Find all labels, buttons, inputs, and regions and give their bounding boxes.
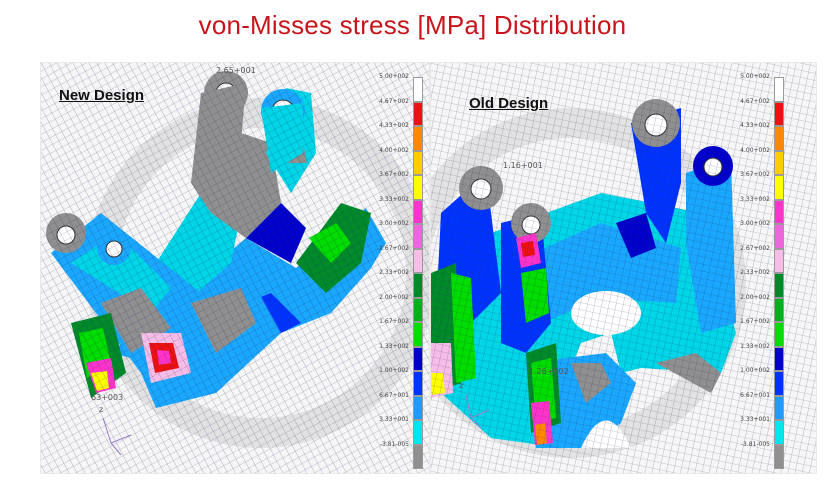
legend-swatch [413,395,423,420]
legend-swatch [774,371,784,396]
legend-swatch [413,126,423,151]
legend-swatch [413,101,423,126]
legend-swatch [774,444,784,469]
legend-tick-label: 1.00+002 [740,367,770,374]
legend-tick-label: 4.00+002 [740,146,770,154]
legend-tick-label: 2.33+002 [379,269,409,276]
legend-swatch [413,199,423,224]
legend-swatch [413,420,423,445]
node-label-bottom: 63+003 [91,393,124,402]
legend-tick-label: 2.67+002 [740,244,770,252]
legend-swatch [774,175,784,200]
old-design-label: Old Design [469,95,549,112]
legend-tick-label: 2.00+002 [379,293,409,301]
legend-tick-label: 2.33+002 [740,269,770,276]
legend-tick-label: 2.67+002 [379,244,409,252]
chart-title: von-Misses stress [MPa] Distribution [198,10,627,40]
legend-swatch [413,175,423,200]
legend-tick-label: 5.00+002 [740,73,770,80]
legend-swatch [774,77,784,102]
new-design-panel: New Design 2.65+001 63+003 z 5.00+002 4.6… [40,62,430,474]
legend-tick-label: 6.67+001 [379,391,409,399]
legend-tick-label: -3.81-005 [740,440,770,448]
legend-tick-label: 3.00+002 [379,220,409,227]
legend-swatch [413,77,423,102]
legend-tick-label: 4.00+002 [379,146,409,154]
legend-swatch [774,273,784,298]
node-label-top: 2.65+001 [216,66,256,75]
legend-tick-label: 5.00+002 [379,73,409,80]
legend-tick-label: 3.00+002 [740,220,770,227]
legend-swatch [413,150,423,175]
legend-tick-label: 1.33+002 [379,342,409,350]
legend-tick-label: 1.00+002 [379,367,409,374]
legend-tick-label: 3.67+002 [379,171,409,178]
legend-tick-label: 4.67+002 [379,97,409,105]
legend-tick-label: 4.33+002 [740,122,770,129]
legend-swatch [774,150,784,175]
legend-swatch [774,126,784,151]
legend-tick-label: 3.33+002 [740,195,770,203]
legend-swatch [413,224,423,249]
legend-swatch [413,322,423,347]
legend-swatch [774,199,784,224]
legend-swatch [774,248,784,273]
legend-tick-label: 4.67+002 [740,97,770,105]
legend-swatch [413,346,423,371]
old-design-panel: Old Design 1.16+001 1.26+002 z 5.00+002 4… [430,62,817,474]
legend-swatch [413,297,423,322]
legend-swatch [774,322,784,347]
legend-tick-label: -3.81-005 [379,440,409,448]
coordinate-triad-icon [102,417,132,456]
coordinate-triad-icon [465,394,490,429]
legend-swatch [774,297,784,322]
new-design-label: New Design [59,87,145,104]
legend-tick-label: 1.67+002 [740,318,770,325]
legend-swatch [774,101,784,126]
legend-swatch [413,273,423,298]
axis-z-label: z [459,381,464,390]
legend-swatch [774,346,784,371]
old-design-fea-mesh [431,63,816,473]
legend-tick-label: 3.33+002 [379,195,409,203]
node-label-top: 1.16+001 [503,161,543,170]
new-design-fea-mesh [41,63,429,473]
legend-swatch [774,395,784,420]
legend-tick-label: 3.33+001 [740,416,770,423]
legend-swatch [413,248,423,273]
legend-tick-label: 1.67+002 [379,318,409,325]
legend-swatch [774,224,784,249]
legend-tick-label: 3.67+002 [740,171,770,178]
legend-tick-label: 6.67+001 [740,391,770,399]
legend-tick-label: 3.33+001 [379,416,409,423]
legend-tick-label: 4.33+002 [379,122,409,129]
legend-tick-label: 1.33+002 [740,342,770,350]
node-label-bottom: 1.26+002 [529,367,569,376]
axis-z-label: z [99,405,104,414]
legend-swatch [413,371,423,396]
legend-swatch [774,420,784,445]
legend-swatch [413,444,423,469]
legend-tick-label: 2.00+002 [740,293,770,301]
